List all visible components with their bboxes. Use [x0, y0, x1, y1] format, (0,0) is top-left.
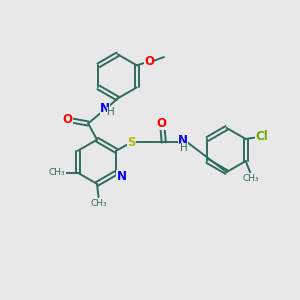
Text: H: H: [107, 107, 115, 117]
Text: N: N: [116, 170, 126, 183]
Text: S: S: [127, 136, 136, 149]
Text: CH₃: CH₃: [49, 168, 66, 177]
Text: O: O: [157, 117, 167, 130]
Text: H: H: [180, 143, 188, 153]
Text: N: N: [178, 134, 188, 147]
Text: N: N: [100, 102, 110, 115]
Text: CH₃: CH₃: [243, 174, 259, 183]
Text: O: O: [63, 112, 73, 126]
Text: CH₃: CH₃: [90, 200, 107, 208]
Text: Cl: Cl: [256, 130, 268, 143]
Text: O: O: [144, 55, 154, 68]
